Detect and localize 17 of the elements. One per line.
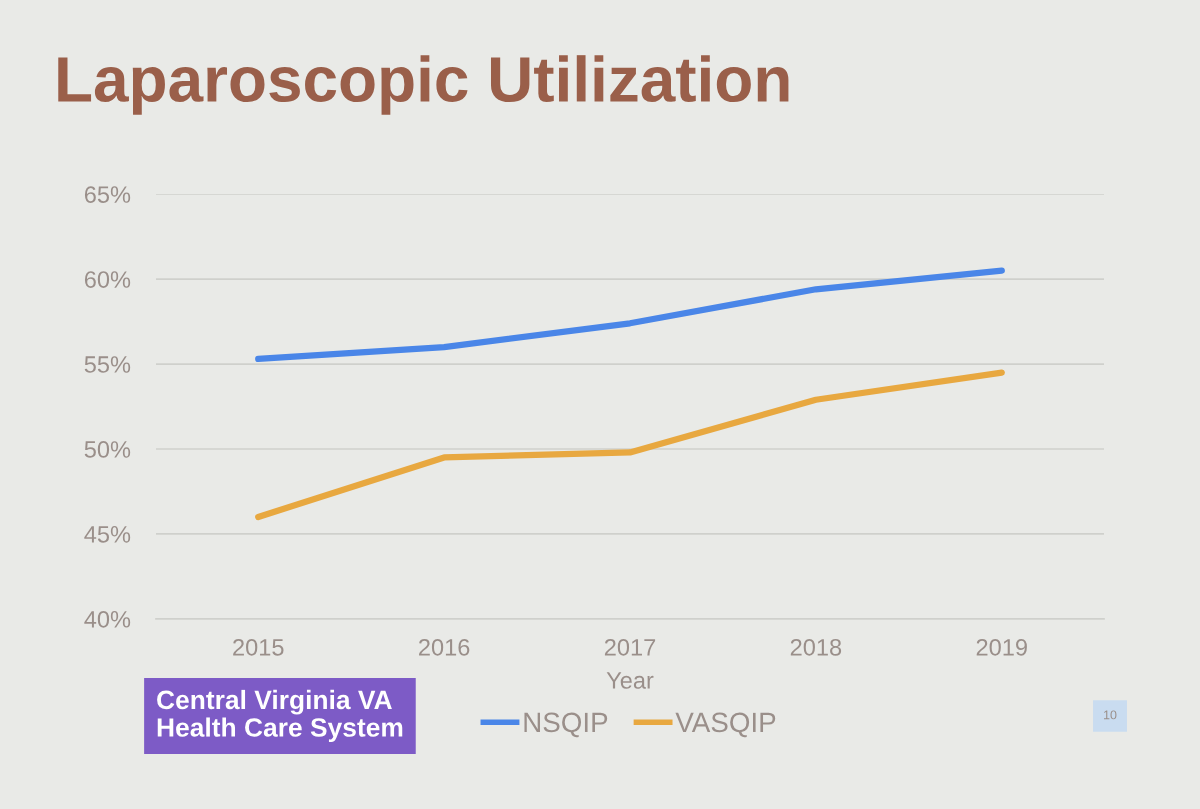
x-tick-label: 2018 xyxy=(790,638,842,656)
text: Central Virginia VA Health Care System xyxy=(157,689,403,743)
y-tick-label: 40% xyxy=(84,610,131,628)
x-tick-label: 2017 xyxy=(604,638,656,656)
legend-label: NSQIP xyxy=(524,712,608,738)
y-tick-label: 60% xyxy=(84,271,131,288)
y-tick-label: 45% xyxy=(84,526,131,543)
legend-label: VASQIP xyxy=(675,712,776,738)
x-axis-title: Year xyxy=(606,672,654,689)
y-tick-label: 50% xyxy=(84,441,131,458)
x-tick-label: 2019 xyxy=(976,638,1027,656)
y-tick-label: 65% xyxy=(84,186,131,203)
y-tick-label: 55% xyxy=(84,356,131,373)
x-tick-label: 2016 xyxy=(419,638,470,656)
text: 10 xyxy=(1104,710,1117,720)
chart-title: Laparoscopic Utilization xyxy=(58,55,789,115)
x-tick-label: 2015 xyxy=(233,638,284,656)
